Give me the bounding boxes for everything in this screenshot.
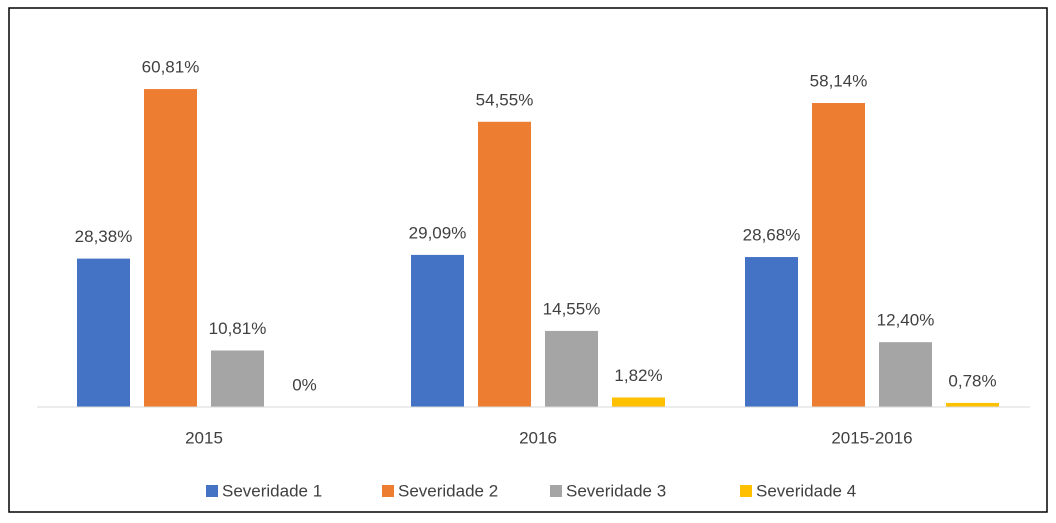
legend-label: Severidade 4 — [756, 481, 856, 500]
legend-swatch — [382, 485, 394, 497]
bar — [211, 350, 264, 407]
bar — [612, 397, 665, 407]
data-label: 54,55% — [476, 90, 534, 109]
bar — [879, 342, 932, 407]
x-tick-label: 2015-2016 — [831, 428, 912, 447]
legend-label: Severidade 2 — [398, 481, 498, 500]
x-tick-label: 2016 — [519, 428, 557, 447]
bar — [946, 402, 999, 407]
legend-label: Severidade 3 — [566, 481, 666, 500]
bar — [144, 89, 197, 407]
bar — [745, 257, 798, 407]
data-label: 14,55% — [543, 299, 601, 318]
x-tick-label: 2015 — [185, 428, 223, 447]
data-label: 58,14% — [810, 71, 868, 90]
legend-swatch — [550, 485, 562, 497]
bar — [545, 330, 598, 407]
legend-swatch — [206, 485, 218, 497]
data-label: 28,38% — [75, 227, 133, 246]
bar — [478, 121, 531, 407]
data-label: 0% — [292, 375, 317, 394]
data-label: 12,40% — [877, 311, 935, 330]
legend-swatch — [740, 485, 752, 497]
legend-label: Severidade 1 — [222, 481, 322, 500]
bar — [77, 258, 130, 407]
data-label: 0,78% — [948, 371, 996, 390]
data-label: 10,81% — [209, 319, 267, 338]
bar — [812, 103, 865, 407]
bar — [411, 254, 464, 407]
data-label: 1,82% — [614, 366, 662, 385]
data-label: 60,81% — [142, 58, 200, 77]
data-label: 29,09% — [409, 223, 467, 242]
data-label: 28,68% — [743, 226, 801, 245]
